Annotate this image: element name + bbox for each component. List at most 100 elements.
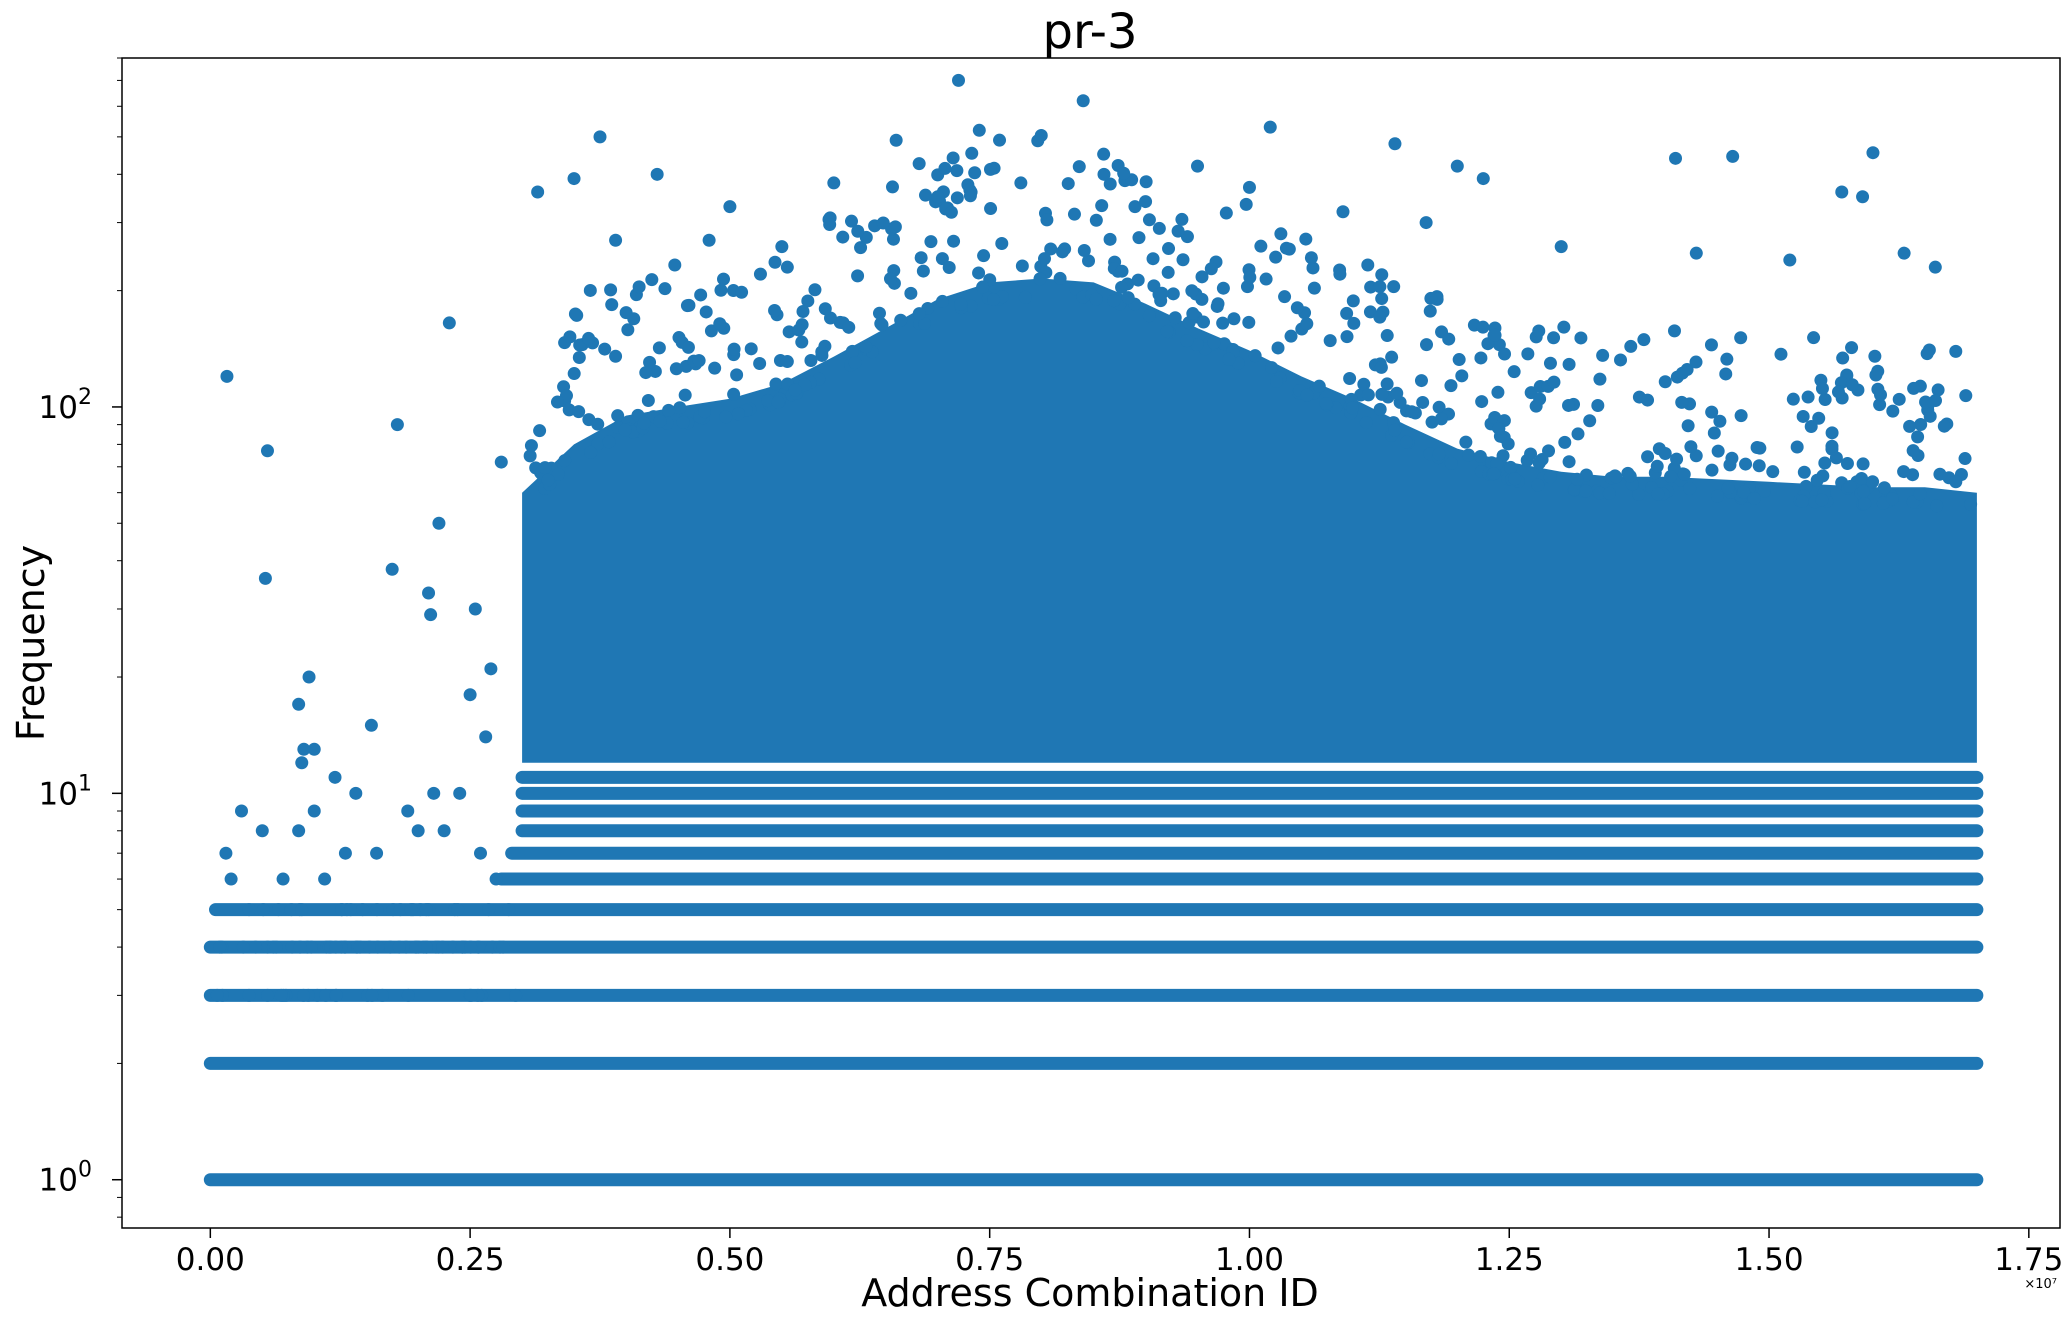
data-point <box>1609 470 1623 484</box>
data-point <box>1242 315 1256 329</box>
data-point <box>260 444 274 458</box>
data-point <box>1481 337 1495 351</box>
data-point <box>591 437 605 451</box>
data-point <box>1152 287 1166 301</box>
data-point <box>1044 242 1058 256</box>
data-point <box>1669 151 1683 165</box>
data-point <box>1399 435 1413 449</box>
data-point <box>344 903 358 917</box>
data-point <box>1521 347 1535 361</box>
data-point <box>210 988 224 1002</box>
data-point <box>284 903 298 917</box>
data-point <box>771 395 785 409</box>
data-point <box>1919 395 1933 409</box>
data-point <box>912 307 926 321</box>
data-point <box>618 423 632 437</box>
data-point <box>931 190 945 204</box>
data-point <box>1207 336 1221 350</box>
data-point <box>1964 497 1978 511</box>
data-point <box>1877 481 1891 495</box>
data-point <box>464 988 478 1002</box>
data-point <box>1504 460 1518 474</box>
data-point <box>1082 254 1096 268</box>
data-point <box>236 940 250 954</box>
data-point <box>1721 481 1735 495</box>
x-tick-label: 1.75 <box>1994 1242 2063 1278</box>
data-point <box>1720 352 1734 366</box>
data-point <box>1312 379 1326 393</box>
data-point <box>1196 315 1210 329</box>
data-point <box>1095 199 1109 213</box>
data-point <box>1175 212 1189 226</box>
data-point <box>1216 316 1230 330</box>
data-point <box>364 718 378 732</box>
data-point <box>484 662 498 676</box>
y-tick-label: 102 <box>39 385 92 426</box>
data-point <box>1455 369 1469 383</box>
data-point <box>1492 422 1506 436</box>
data-point <box>1914 417 1928 431</box>
data-point <box>637 416 651 430</box>
data-point <box>1532 324 1546 338</box>
data-point <box>1152 221 1166 235</box>
data-point <box>944 205 958 219</box>
data-point <box>383 940 397 954</box>
data-point <box>950 191 964 205</box>
data-point <box>1340 306 1354 320</box>
data-point <box>1856 484 1870 498</box>
data-point <box>1843 480 1857 494</box>
data-point <box>1161 265 1175 279</box>
x-axis-label: Address Combination ID <box>861 1271 1319 1315</box>
data-point <box>1452 353 1466 367</box>
data-point <box>432 516 446 530</box>
data-point <box>349 786 363 800</box>
data-point <box>1897 465 1911 479</box>
data-point <box>401 804 415 818</box>
data-point <box>1117 166 1131 180</box>
data-point <box>1866 475 1880 489</box>
data-point <box>1866 146 1880 160</box>
data-point <box>650 167 664 181</box>
data-point <box>276 872 290 886</box>
data-point <box>984 202 998 216</box>
data-point <box>1115 264 1129 278</box>
data-point <box>968 166 982 180</box>
data-point <box>1374 360 1388 374</box>
data-point <box>1319 396 1333 410</box>
data-point <box>993 133 1007 147</box>
plot-area <box>203 73 1984 1187</box>
data-point <box>1593 372 1607 386</box>
x-tick-label: 1.50 <box>1735 1242 1804 1278</box>
data-point <box>1390 386 1404 400</box>
data-point <box>353 940 367 954</box>
data-point <box>1058 242 1072 256</box>
data-point <box>1868 349 1882 363</box>
data-point <box>1388 423 1402 437</box>
data-point <box>1689 246 1703 260</box>
data-point <box>496 940 510 954</box>
data-point <box>699 305 713 319</box>
data-point <box>1444 379 1458 393</box>
data-point <box>567 172 581 186</box>
data-point <box>1160 324 1174 338</box>
data-point <box>1959 389 1973 403</box>
data-point <box>1651 487 1665 501</box>
data-point <box>593 130 607 144</box>
data-point <box>1783 253 1797 267</box>
data-point <box>255 824 269 838</box>
data-point <box>335 903 349 917</box>
data-point <box>1818 456 1832 470</box>
data-point <box>972 123 986 137</box>
data-point <box>652 341 666 355</box>
data-point <box>639 366 653 380</box>
data-point <box>1139 195 1153 209</box>
data-point <box>1658 375 1672 389</box>
data-point <box>482 903 496 917</box>
data-point <box>947 234 961 248</box>
data-point <box>1031 134 1045 148</box>
data-point <box>836 230 850 244</box>
data-point <box>1568 482 1582 496</box>
data-point <box>714 283 728 297</box>
data-point <box>1491 385 1505 399</box>
data-point <box>1121 291 1135 305</box>
